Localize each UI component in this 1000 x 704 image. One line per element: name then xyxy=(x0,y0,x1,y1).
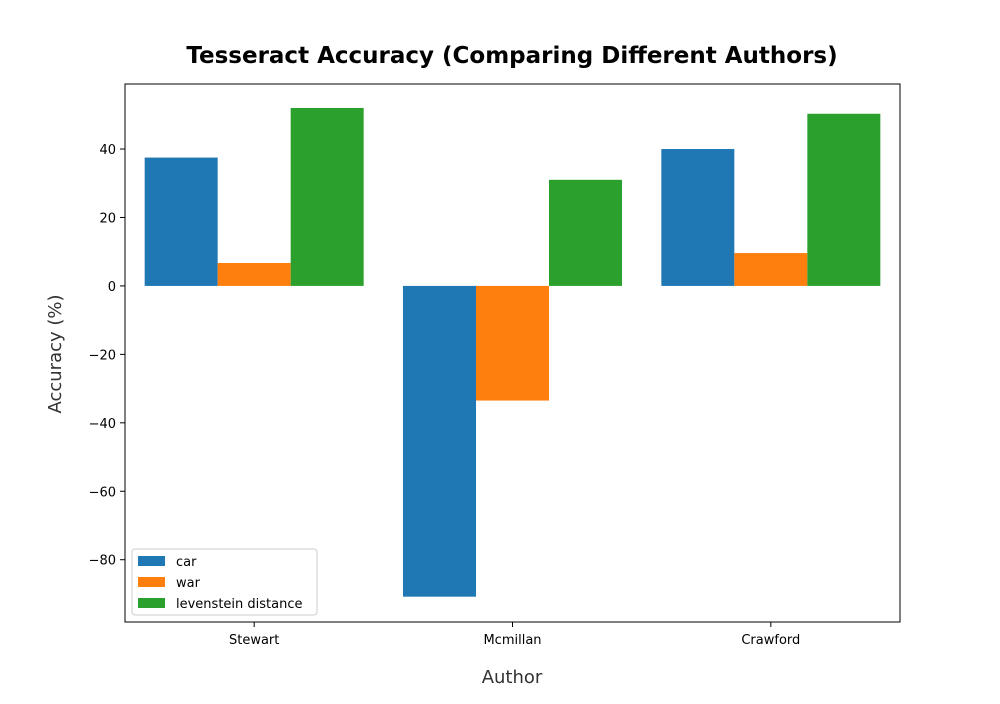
x-tick-label: Mcmillan xyxy=(483,633,541,648)
plot-area: −80 −60 −40 −20 0 20 40 Stewart Mcmillan Crawford… xyxy=(89,83,901,648)
y-tick-label: −20 xyxy=(89,348,116,363)
y-axis-label: Accuracy (%) xyxy=(45,294,66,413)
y-tick-label: −60 xyxy=(89,485,116,500)
bar-war-mcmillan xyxy=(476,285,549,401)
y-tick-label: 20 xyxy=(99,211,116,226)
y-tick-label: −40 xyxy=(89,417,116,432)
chart-title: Tesseract Accuracy (Comparing Different … xyxy=(186,43,837,69)
y-tick-label: 0 xyxy=(108,280,116,295)
bar-levenstein-distance-stewart xyxy=(290,107,364,286)
legend-label: levenstein distance xyxy=(176,597,302,612)
bar-car-stewart xyxy=(144,157,218,286)
x-tick-label: Crawford xyxy=(741,633,800,648)
y-tick-label: 40 xyxy=(99,143,116,158)
x-axis-label: Author xyxy=(482,667,543,688)
legend-label: car xyxy=(176,555,197,570)
legend-box xyxy=(131,548,318,616)
bar-car-mcmillan xyxy=(403,285,476,597)
x-tick-label: Stewart xyxy=(229,633,279,648)
legend-swatch xyxy=(138,598,165,608)
bar-war-stewart xyxy=(217,262,291,286)
bar-levenstein-distance-crawford xyxy=(807,113,881,286)
legend-swatch xyxy=(138,556,165,566)
legend-swatch xyxy=(138,577,165,587)
bar-car-crawford xyxy=(661,149,735,286)
y-tick-label: −80 xyxy=(89,554,116,569)
bar-levenstein-distance-mcmillan xyxy=(549,179,622,286)
bar-war-crawford xyxy=(734,253,808,286)
legend-label: war xyxy=(176,576,201,591)
